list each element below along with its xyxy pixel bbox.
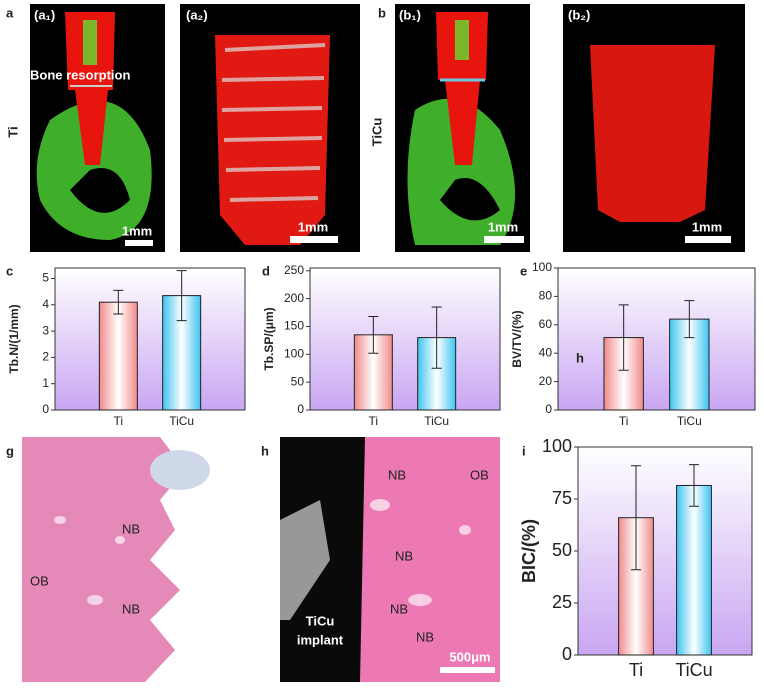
y-tick-label: 75 [552,488,572,508]
panel-label: (a₁) [34,7,55,22]
tissue-label: NB [416,629,434,644]
x-tick-label: Ti [629,660,643,680]
y-tick-label: 20 [539,374,553,388]
y-tick-label: 3 [42,323,49,337]
x-tick-label: TiCu [675,660,712,680]
tissue-label: NB [395,548,413,563]
error-bar [176,270,187,322]
scale-bar [180,663,226,669]
error-bar [431,306,442,369]
panel-letter: i [522,443,526,458]
tissue-label: NB [390,601,408,616]
image-a2 [180,4,360,252]
scale-label: 500μm [184,645,225,660]
error-bar [113,289,124,315]
implant-label: implant [297,632,344,647]
y-tick-label: 1 [42,376,49,390]
image-b1 [395,4,530,252]
x-tick-label: TiCu [169,414,194,428]
implant-label: Ti [195,576,206,591]
y-tick-label: 25 [552,592,572,612]
y-axis-label: Tb.SP/(μm) [262,307,276,370]
image-g [22,437,235,682]
scale-bar [440,667,495,673]
error-bar [689,464,699,507]
error-bar [368,315,379,354]
bar [98,301,138,411]
x-tick-label: Ti [619,414,629,428]
y-tick-label: 40 [539,345,553,359]
y-tick-label: 50 [291,374,305,388]
y-axis-label: BIC/(%) [519,519,539,583]
scale-label: 1mm [122,223,152,238]
plot-background [309,267,501,411]
y-tick-label: 50 [552,540,572,560]
panel-letter: a [6,5,14,20]
y-tick-label: 100 [532,260,552,274]
image-b2 [563,4,745,252]
y-tick-label: 0 [42,402,49,416]
panel-label: (b₁) [399,7,421,22]
y-tick-label: 200 [284,291,304,305]
y-tick-label: 4 [42,297,49,311]
panel-letter: d [262,263,270,278]
row-label: Ti [5,126,20,137]
y-tick-label: 0 [297,402,304,416]
scale-bar [484,236,524,243]
tissue-label: OB [30,573,49,588]
scale-bar [290,236,338,243]
panel-letter: g [6,443,14,458]
row-label: TiCu [369,118,384,147]
panel-letter: h [261,443,269,458]
scale-label: 1mm [692,219,722,234]
tissue-label: NB [388,467,406,482]
annotation: Bone resorption [30,67,130,82]
plot-background [557,267,756,411]
y-tick-label: 0 [545,402,552,416]
y-axis-label: Tb.N/(1/mm) [7,304,21,373]
implant-label: implant [195,593,242,608]
image-a1 [30,4,165,252]
tissue-label: NB [122,601,140,616]
y-tick-label: 0 [562,644,572,664]
scale-label: 1mm [488,219,518,234]
scale-label: 500μm [449,649,490,664]
panel-label: (b₂) [568,7,590,22]
scale-label: 1mm [298,219,328,234]
panel-letter: b [378,5,386,20]
x-tick-label: TiCu [424,414,449,428]
error-bar [631,465,641,571]
y-tick-label: 100 [542,436,572,456]
panel-letter: e [520,263,527,278]
y-tick-label: 2 [42,350,49,364]
scale-bar [125,240,153,246]
image-h [280,437,500,682]
bar [676,484,712,656]
y-tick-label: 100 [284,346,304,360]
y-tick-label: 80 [539,289,553,303]
x-tick-label: TiCu [677,414,702,428]
y-tick-label: 60 [539,317,553,331]
panel-label: (a₂) [186,7,208,22]
error-bar [684,300,695,339]
x-tick-label: Ti [114,414,124,428]
panel-letter: c [6,263,13,278]
annotation: h [576,350,584,365]
scale-bar [685,236,731,243]
tissue-label: NB [122,521,140,536]
y-tick-label: 5 [42,271,49,285]
x-tick-label: Ti [369,414,379,428]
tissue-label: OB [470,467,489,482]
y-axis-label: BV/TV/(%) [510,310,524,367]
plot-background [577,446,753,656]
y-tick-label: 150 [284,319,304,333]
implant-label: TiCu [306,613,335,628]
plot-background [54,267,246,411]
error-bar [618,304,629,371]
y-tick-label: 250 [284,263,304,277]
